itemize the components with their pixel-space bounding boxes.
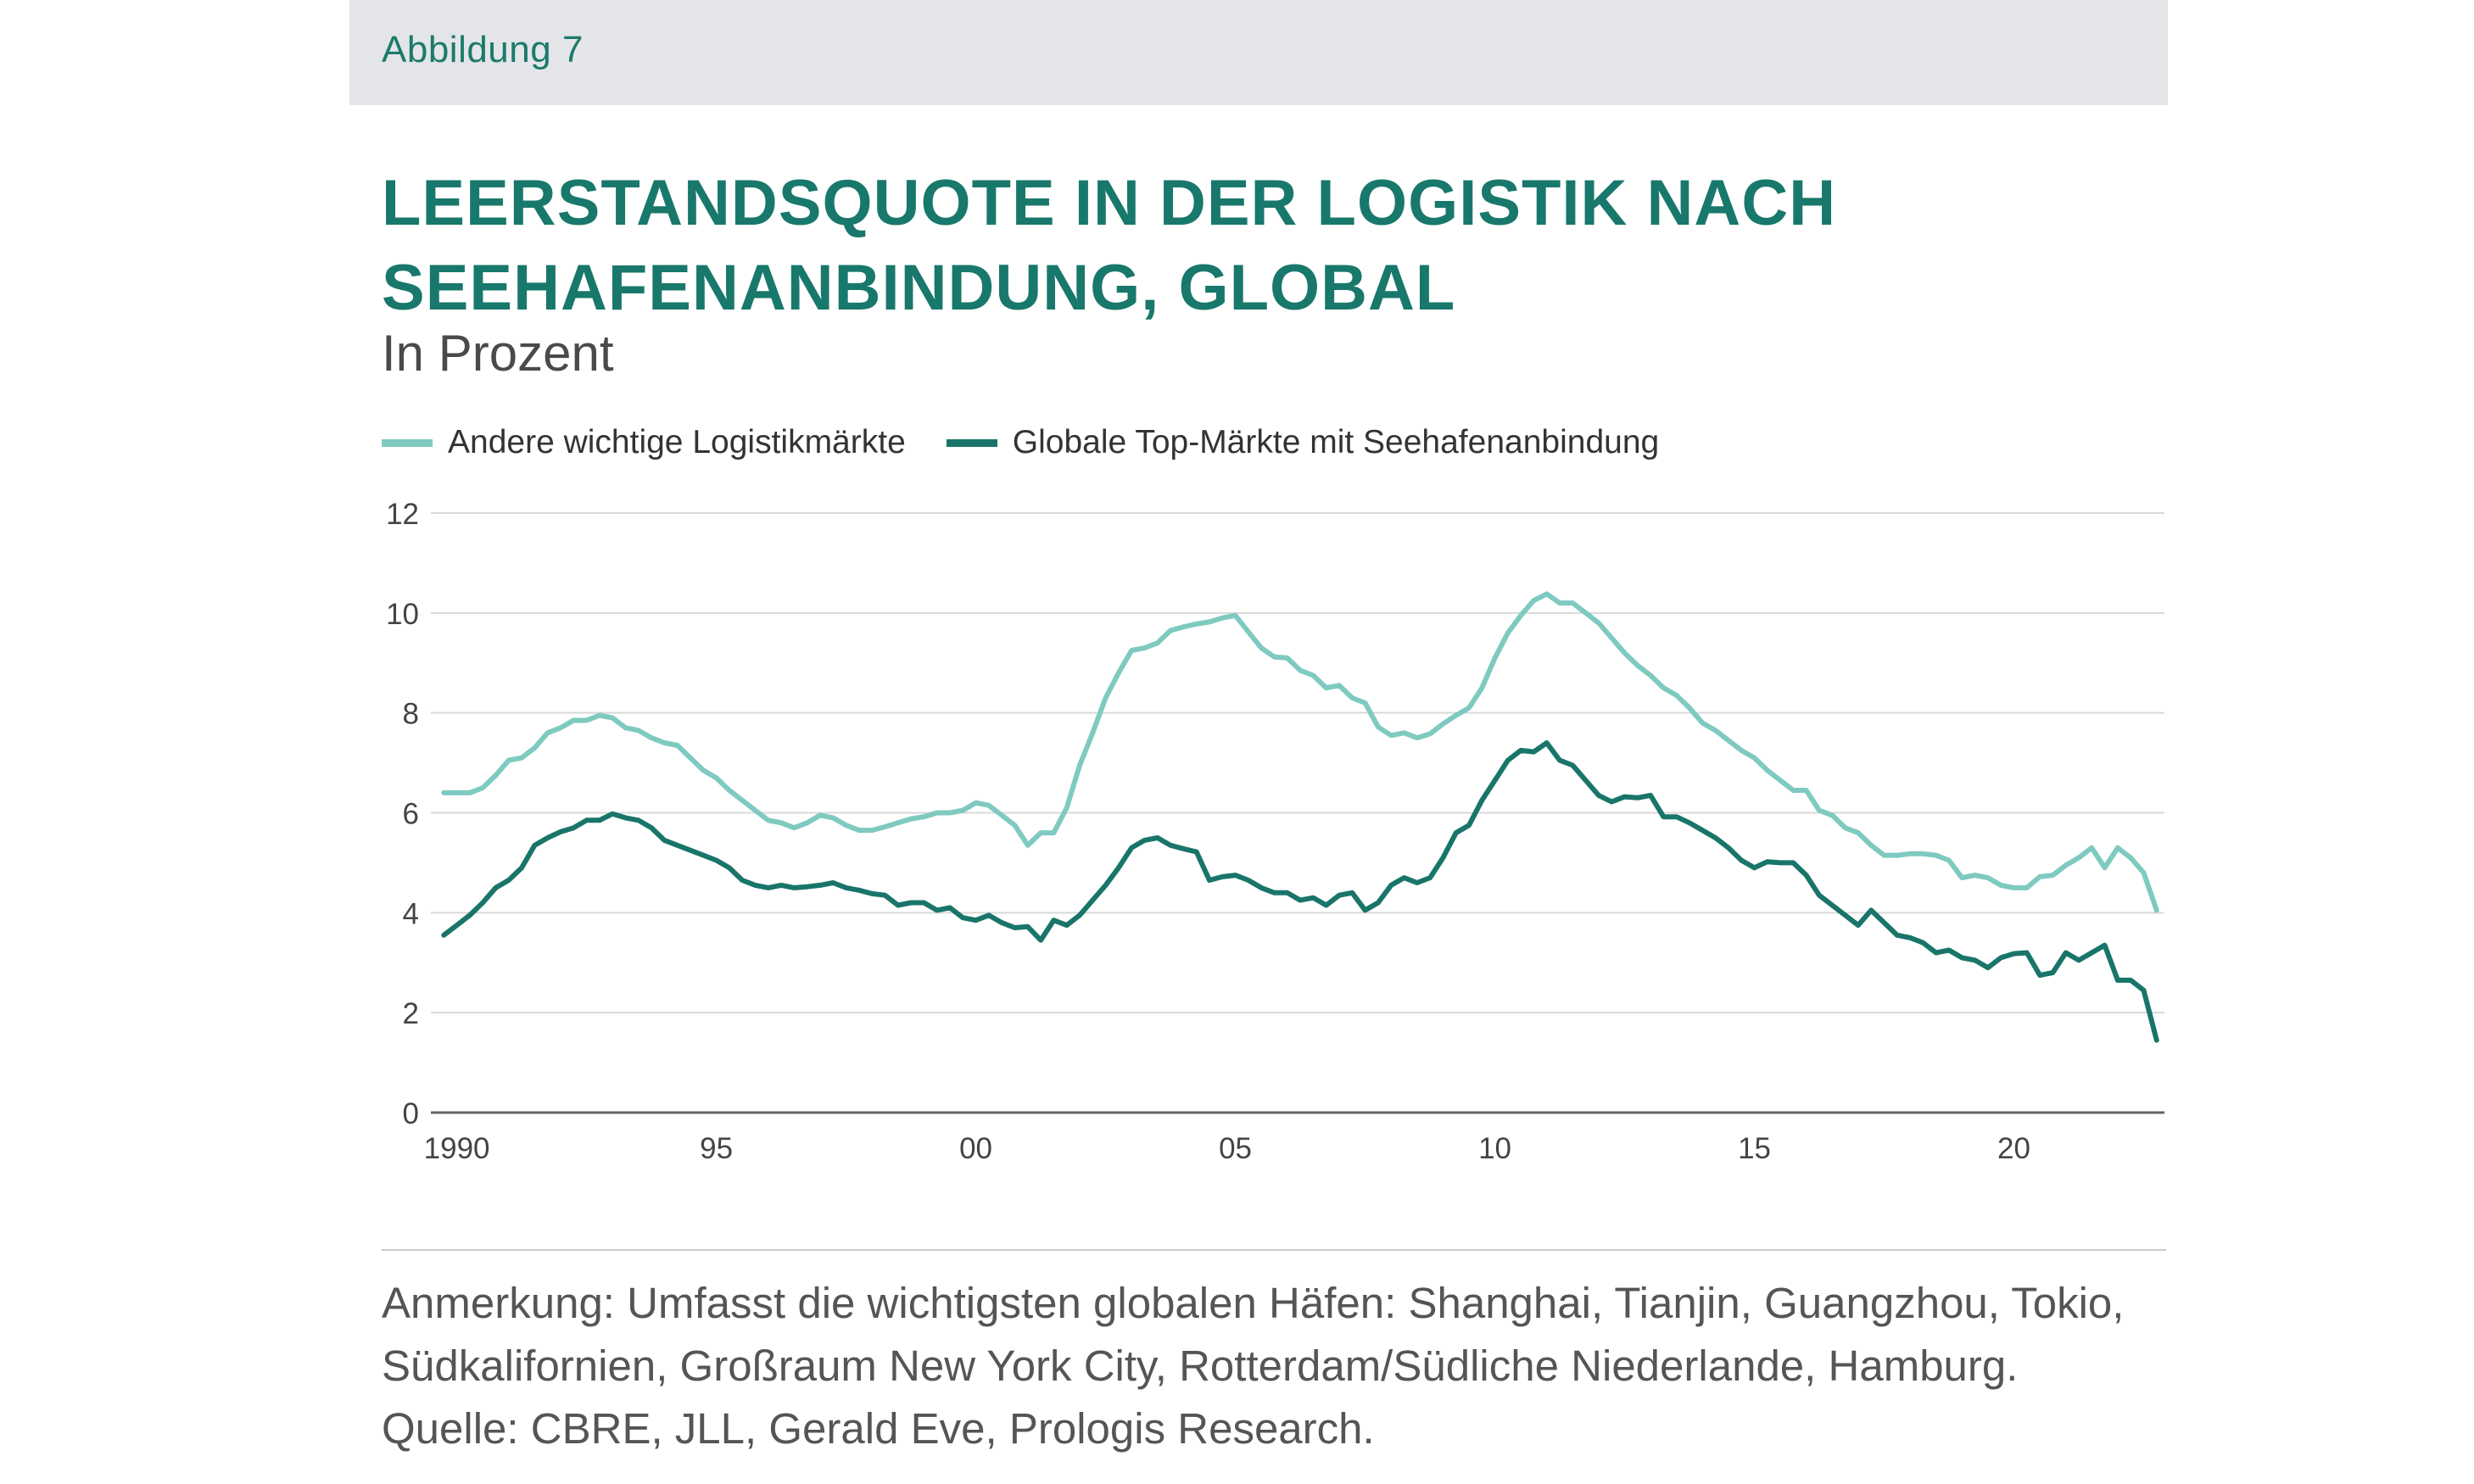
series-line-other-markets <box>441 591 2159 913</box>
legend-item-other-markets: Andere wichtige Logistikmärkte <box>382 424 906 461</box>
legend-label-top-port-markets: Globale Top-Märkte mit Seehafenanbindung <box>1012 424 1660 460</box>
chart-notes: Anmerkung: Umfasst die wichtigsten globa… <box>382 1272 2197 1460</box>
chart-title-line-1: LEERSTANDSQUOTE IN DER LOGISTIK NACH <box>382 167 1837 239</box>
x-tick-label: 05 <box>1219 1132 1252 1165</box>
figure-header: Abbildung 7 <box>349 0 2168 105</box>
chart-title-line-2: SEEHAFENANBINDUNG, GLOBAL <box>382 252 1456 324</box>
divider <box>382 1249 2166 1251</box>
note-annotation-line-2: Südkalifornien, Großraum New York City, … <box>382 1342 2019 1390</box>
legend-swatch-light <box>382 438 433 447</box>
chart-legend: Andere wichtige Logistikmärkte Globale T… <box>382 417 1700 468</box>
line-chart: 0 2 4 6 8 10 12 1990 95 00 05 10 15 20 <box>386 498 2164 1165</box>
x-tick-label: 20 <box>1997 1132 2030 1165</box>
y-tick-label: 6 <box>403 798 419 831</box>
chart-subtitle: In Prozent <box>382 325 614 382</box>
y-tick-label: 2 <box>403 997 419 1030</box>
figure-label: Abbildung 7 <box>382 29 584 70</box>
legend-label-other-markets: Andere wichtige Logistikmärkte <box>448 424 906 460</box>
chart-title: LEERSTANDSQUOTE IN DER LOGISTIK NACH SEE… <box>382 161 2163 331</box>
x-tick-label: 10 <box>1478 1132 1511 1165</box>
x-tick-label: 15 <box>1738 1132 1771 1165</box>
legend-item-top-port-markets: Globale Top-Märkte mit Seehafenanbindung <box>946 424 1660 461</box>
note-annotation-line-1: Anmerkung: Umfasst die wichtigsten globa… <box>382 1279 2125 1327</box>
y-tick-label: 4 <box>403 897 419 930</box>
x-tick-label: 1990 <box>424 1132 490 1165</box>
note-source: Quelle: CBRE, JLL, Gerald Eve, Prologis … <box>382 1404 1375 1453</box>
y-tick-label: 0 <box>403 1097 419 1130</box>
y-tick-label: 12 <box>386 498 419 531</box>
x-tick-label: 00 <box>959 1132 992 1165</box>
y-tick-label: 10 <box>386 598 419 631</box>
legend-swatch-dark <box>946 438 997 447</box>
y-tick-label: 8 <box>403 698 419 731</box>
x-tick-label: 95 <box>700 1132 733 1165</box>
series-line-top-port-markets <box>441 740 2159 1043</box>
